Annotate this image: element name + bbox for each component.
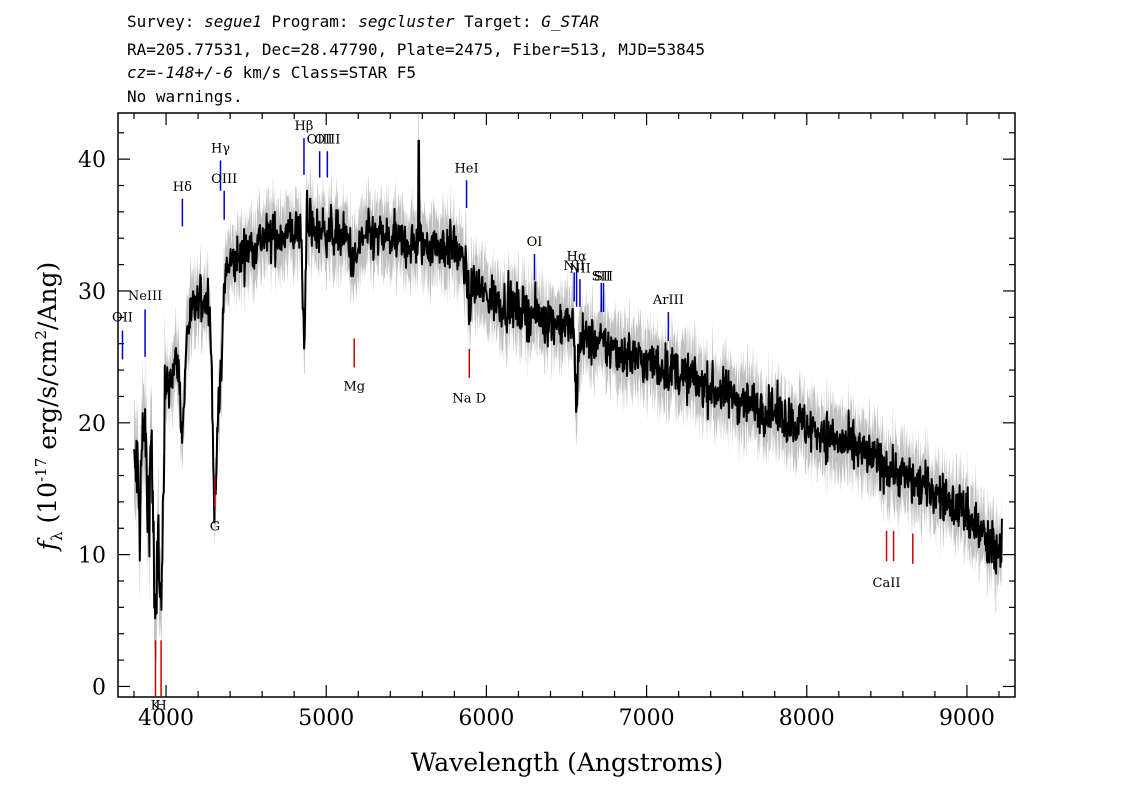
x-axis-title: Wavelength (Angstroms) xyxy=(411,748,723,777)
header-survey-part-2: Program: xyxy=(262,12,358,31)
header-survey-part-4: Target: xyxy=(455,12,542,31)
x-tick-label: 5000 xyxy=(298,706,354,731)
emission-line-label: OI xyxy=(527,235,543,250)
header-survey-part-1: segue1 xyxy=(204,12,262,31)
plot-area xyxy=(133,113,1003,670)
x-tick-label: 9000 xyxy=(939,706,995,731)
y-tick-label: 0 xyxy=(92,675,106,700)
axes: 4000 5000 6000 7000 8000 9000 0 10 20 30 40 xyxy=(78,112,1016,731)
emission-line-label: OIII xyxy=(314,132,340,147)
plot-clip-group xyxy=(133,113,1003,670)
y-tick-label: 40 xyxy=(78,148,106,173)
absorption-line-label: K xyxy=(151,699,161,714)
absorption-line-label: G xyxy=(210,519,220,534)
header-redshift-part-0: cz=-148+/-6 xyxy=(127,63,233,82)
emission-line-label: SII xyxy=(594,269,613,284)
header-survey-part-3: segcluster xyxy=(358,12,455,31)
emission-line-label: NII xyxy=(569,262,591,277)
emission-line-label: NeIII xyxy=(128,289,162,304)
header-survey-line: Survey: segue1 Program: segcluster Targe… xyxy=(127,12,599,31)
absorption-line-label: H xyxy=(155,699,166,714)
y-tick-label: 20 xyxy=(78,412,106,437)
y-axis-title-units: erg/s/cm xyxy=(33,339,62,449)
header-warnings-line: No warnings. xyxy=(127,87,243,106)
plot-frame xyxy=(117,112,1016,698)
x-tick-label: 4000 xyxy=(138,706,194,731)
emission-line-label: ArIII xyxy=(652,293,684,308)
flux-line xyxy=(133,139,1003,620)
y-axis-title: fλ (10-17 erg/s/cm2/Ang) xyxy=(32,262,66,553)
emission-line-label: OIII xyxy=(211,172,237,187)
emission-line-label: NII xyxy=(563,259,585,274)
header-redshift-line: cz=-148+/-6 km/s Class=STAR F5 xyxy=(127,63,416,82)
emission-line-label: Hδ xyxy=(173,180,192,195)
emission-line-label: OII xyxy=(112,310,133,325)
x-tick-label: 8000 xyxy=(779,706,835,731)
y-axis-title-end: /Ang) xyxy=(33,262,62,330)
line-markers: OIINeIIIHδHγOIIIHβOIIIOIIIHeIOINIIHαNIIS… xyxy=(112,119,914,714)
y-axis-title-subscript: λ xyxy=(48,531,66,541)
y-axis-title-exponent: -17 xyxy=(32,458,50,482)
y-tick-label: 10 xyxy=(78,544,106,569)
header-survey-part-5: G_STAR xyxy=(541,12,599,31)
header-coordinates-line: RA=205.77531, Dec=28.47790, Plate=2475, … xyxy=(127,40,705,59)
emission-line-label: HeI xyxy=(454,161,478,176)
header-redshift-part-1: km/s Class=STAR F5 xyxy=(233,63,416,82)
y-tick-label: 30 xyxy=(78,280,106,305)
emission-line-label: Hγ xyxy=(211,142,230,157)
emission-line-label: SII xyxy=(592,269,611,284)
y-axis-title-exponent-2: 2 xyxy=(32,330,50,340)
x-tick-label: 6000 xyxy=(458,706,514,731)
emission-line-label: Hβ xyxy=(295,119,314,134)
header-survey-part-0: Survey: xyxy=(127,12,204,31)
absorption-line-label: CaII xyxy=(873,576,901,591)
y-axis-title-open: (10 xyxy=(33,482,62,524)
emission-line-label: Hα xyxy=(567,250,587,265)
emission-line-label: OIII xyxy=(307,132,333,147)
x-tick-label: 7000 xyxy=(619,706,675,731)
spectrum-header: Survey: segue1 Program: segcluster Targe… xyxy=(127,12,705,106)
absorption-line-label: Na D xyxy=(452,391,486,406)
y-axis-title-symbol: f xyxy=(33,537,62,552)
absorption-line-label: Mg xyxy=(343,380,365,395)
